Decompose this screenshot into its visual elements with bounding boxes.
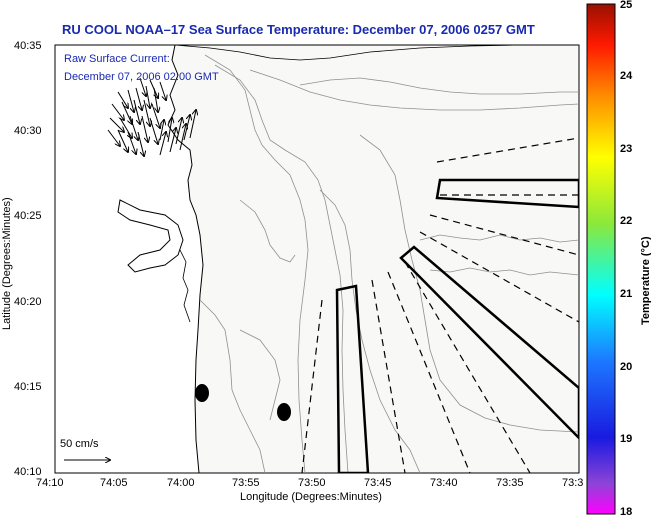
y-tick-label: 40:20 — [14, 296, 42, 308]
colorbar: 25 24 23 22 21 20 19 18 Temperature (°C) — [586, 0, 651, 518]
y-tick-label: 40:35 — [14, 40, 42, 52]
x-tick-label: 74:05 — [100, 477, 128, 489]
x-tick-label: 74:10 — [36, 477, 64, 489]
current-legend-line1: Raw Surface Current: — [64, 53, 170, 65]
colorbar-tick: 21 — [620, 288, 632, 300]
x-tick-label: 73:55 — [232, 477, 260, 489]
y-axis-label: Latitude (Degrees:Minutes) — [1, 197, 13, 330]
y-axis: 40:35 40:30 40:25 40:20 40:15 40:10 Lati… — [1, 40, 42, 478]
x-tick-label: 73:50 — [298, 477, 326, 489]
colorbar-tick: 22 — [620, 215, 632, 227]
bay-outline — [117, 199, 184, 273]
x-tick-label: 73:40 — [430, 477, 458, 489]
colorbar-tick: 20 — [620, 361, 632, 373]
current-legend-line2: December 07, 2006 02:00 GMT — [64, 71, 219, 83]
colorbar-gradient — [586, 3, 616, 515]
plot-area: 50 cm/s Raw Surface Current: December 07… — [54, 44, 580, 474]
land-mass — [55, 45, 204, 473]
colorbar-tick: 24 — [620, 70, 633, 82]
x-axis: 74:10 74:05 74:00 73:55 73:50 73:45 73:4… — [36, 477, 583, 503]
sampling-lines — [301, 137, 579, 473]
y-tick-label: 40:15 — [14, 381, 42, 393]
current-vectors — [107, 77, 196, 156]
marker-west — [195, 384, 209, 402]
long-island-shore — [174, 45, 579, 61]
colorbar-tick: 23 — [620, 143, 632, 155]
x-tick-label: 74:00 — [167, 477, 195, 489]
scale-arrow-label: 50 cm/s — [60, 438, 99, 450]
survey-boxes — [335, 178, 579, 473]
y-tick-label: 40:30 — [14, 125, 42, 137]
marker-east — [277, 403, 291, 421]
colorbar-tick: 19 — [620, 433, 632, 445]
x-tick-label: 73:45 — [364, 477, 392, 489]
y-tick-label: 40:25 — [14, 210, 42, 222]
colorbar-tick: 25 — [620, 0, 632, 11]
y-tick-label: 40:10 — [14, 466, 42, 478]
map-title: RU COOL NOAA–17 Sea Surface Temperature:… — [62, 22, 535, 37]
inlet-lines — [179, 249, 191, 323]
x-axis-label: Longitude (Degrees:Minutes) — [240, 491, 382, 503]
colorbar-tick: 18 — [620, 506, 632, 518]
x-tick-label: 73:3 — [562, 477, 583, 489]
x-tick-label: 73:35 — [496, 477, 524, 489]
colorbar-label: Temperature (°C) — [640, 236, 651, 325]
